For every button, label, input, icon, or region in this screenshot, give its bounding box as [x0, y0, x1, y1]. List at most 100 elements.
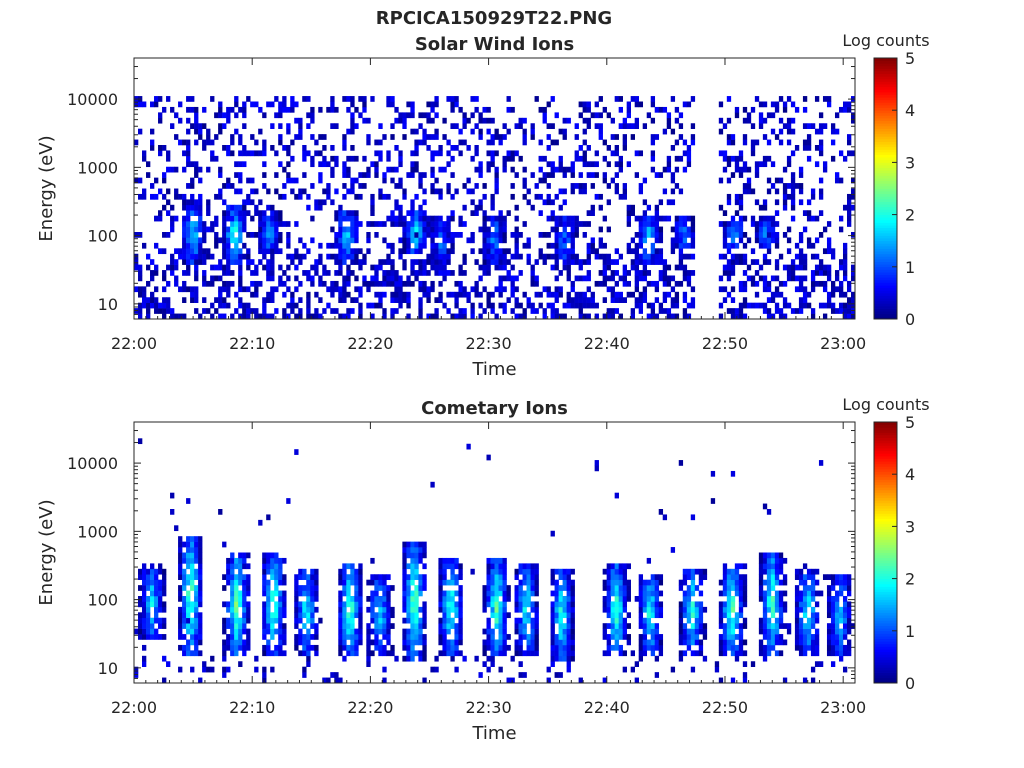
- heatmap-cell: [306, 579, 311, 586]
- heatmap-cell: [274, 601, 279, 608]
- heatmap-cell: [262, 308, 267, 314]
- heatmap-cell: [650, 650, 656, 657]
- heatmap-cell: [202, 270, 207, 276]
- heatmap-cell: [494, 259, 499, 265]
- heatmap-cell: [138, 601, 143, 608]
- heatmap-cell: [282, 639, 287, 646]
- heatmap-cell: [722, 286, 728, 293]
- heatmap-cell: [806, 139, 812, 146]
- heatmap-cell: [654, 106, 660, 113]
- heatmap-cell: [522, 221, 527, 227]
- heatmap-cell: [338, 215, 343, 222]
- heatmap-cell: [634, 264, 639, 271]
- heatmap-cell: [746, 237, 752, 244]
- heatmap-cell: [690, 579, 696, 586]
- colorbar-segment: [874, 575, 897, 579]
- heatmap-cell: [638, 617, 644, 624]
- heatmap-cell: [386, 101, 391, 108]
- heatmap-cell: [186, 253, 191, 260]
- heatmap-cell: [802, 574, 808, 580]
- heatmap-cell: [562, 242, 567, 249]
- colorbar-segment: [874, 209, 897, 213]
- heatmap-cell: [142, 617, 147, 624]
- heatmap-cell: [674, 226, 680, 233]
- heatmap-cell: [722, 264, 728, 271]
- colorbar-segment: [874, 86, 897, 90]
- heatmap-cell: [406, 237, 411, 244]
- heatmap-cell: [678, 617, 684, 624]
- heatmap-cell: [770, 601, 776, 608]
- heatmap-cell: [334, 161, 339, 168]
- heatmap-cell: [422, 623, 427, 629]
- heatmap-cell: [734, 574, 740, 580]
- heatmap-cell: [638, 585, 644, 591]
- heatmap-cell: [602, 623, 607, 629]
- heatmap-cell: [534, 612, 539, 619]
- heatmap-cell: [262, 590, 267, 597]
- heatmap-cell: [314, 199, 319, 206]
- heatmap-cell: [230, 210, 235, 216]
- heatmap-cell: [194, 557, 199, 564]
- heatmap-cell: [622, 280, 627, 287]
- heatmap-cell: [662, 106, 668, 113]
- heatmap-cell: [654, 286, 660, 293]
- heatmap-cell: [814, 612, 820, 619]
- heatmap-cell: [218, 237, 223, 244]
- heatmap-cell: [726, 574, 732, 580]
- heatmap-cell: [166, 150, 171, 157]
- heatmap-cell: [494, 188, 499, 195]
- colorbar-segment: [874, 261, 897, 265]
- heatmap-cell: [278, 590, 283, 597]
- heatmap-cell: [770, 101, 776, 108]
- heatmap-cell: [614, 280, 619, 287]
- heatmap-cell: [246, 313, 251, 320]
- heatmap-cell: [458, 617, 463, 624]
- heatmap-cell: [798, 639, 804, 646]
- heatmap-cell: [338, 248, 343, 255]
- heatmap-cell: [774, 623, 780, 629]
- heatmap-cell: [150, 297, 155, 303]
- heatmap-cell: [242, 585, 247, 591]
- heatmap-cell: [486, 117, 491, 124]
- heatmap-cell: [806, 302, 812, 309]
- heatmap-cell: [414, 612, 419, 619]
- heatmap-cell: [306, 96, 311, 102]
- heatmap-cell: [218, 112, 223, 119]
- heatmap-cell: [738, 623, 744, 629]
- heatmap-cell: [446, 579, 451, 586]
- heatmap-cell: [798, 188, 804, 195]
- heatmap-cell: [850, 188, 856, 195]
- heatmap-cell: [594, 465, 599, 472]
- heatmap-cell: [794, 275, 800, 282]
- heatmap-cell: [550, 579, 555, 586]
- heatmap-cell: [742, 297, 748, 303]
- heatmap-cell: [182, 248, 187, 255]
- heatmap-cell: [506, 270, 511, 276]
- heatmap-cell: [554, 601, 559, 608]
- heatmap-cell: [314, 596, 319, 602]
- heatmap-cell: [418, 579, 423, 586]
- heatmap-cell: [282, 628, 287, 635]
- heatmap-cell: [414, 650, 419, 657]
- heatmap-cell: [810, 634, 816, 640]
- heatmap-cell: [306, 313, 311, 320]
- heatmap-cell: [554, 585, 559, 591]
- heatmap-cell: [766, 313, 772, 320]
- heatmap-cell: [538, 106, 543, 113]
- heatmap-cell: [146, 579, 151, 586]
- heatmap-cell: [838, 215, 844, 222]
- heatmap-cell: [718, 617, 724, 624]
- heatmap-cell: [186, 644, 191, 651]
- heatmap-cell: [494, 166, 499, 173]
- heatmap-cell: [406, 639, 411, 646]
- heatmap-cell: [242, 639, 247, 646]
- heatmap-cell: [822, 166, 828, 173]
- heatmap-cell: [518, 623, 523, 629]
- heatmap-cell: [378, 280, 383, 287]
- colorbar-segment: [874, 227, 897, 231]
- heatmap-cell: [314, 585, 319, 591]
- heatmap-cell: [682, 574, 688, 580]
- heatmap-cell: [766, 215, 772, 222]
- heatmap-cell: [406, 601, 411, 608]
- heatmap-cell: [346, 634, 351, 640]
